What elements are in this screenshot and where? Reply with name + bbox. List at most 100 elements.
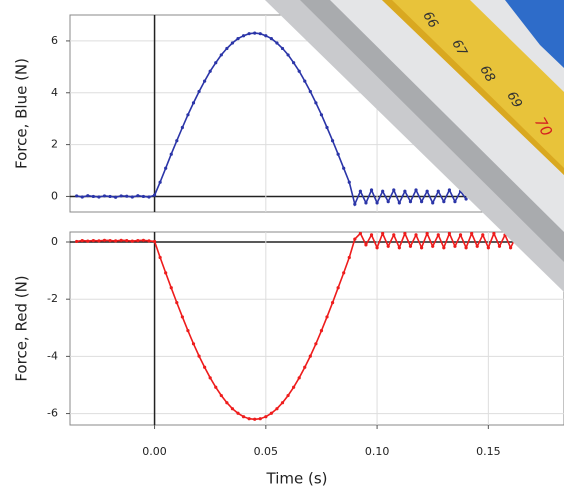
data-point — [464, 246, 468, 250]
data-point — [292, 61, 296, 65]
data-point — [169, 152, 173, 156]
plot-area — [69, 231, 564, 426]
y-tick-label: 0 — [51, 235, 58, 248]
data-point — [308, 354, 312, 358]
data-point — [175, 139, 179, 143]
data-point — [319, 329, 324, 333]
data-point — [353, 202, 357, 206]
data-point — [91, 238, 95, 243]
data-point — [275, 41, 279, 45]
y-tick-label: -6 — [47, 407, 58, 420]
data-point — [375, 246, 379, 250]
data-point — [141, 238, 146, 242]
data-point — [102, 194, 107, 198]
data-point — [425, 232, 429, 236]
data-point — [442, 246, 446, 250]
data-point — [330, 139, 335, 143]
y-tick-label: 4 — [51, 86, 58, 99]
data-point — [303, 365, 307, 369]
data-point — [325, 315, 329, 319]
data-point — [164, 166, 168, 170]
x-tick-label: 0.10 — [365, 445, 390, 458]
data-point — [186, 113, 190, 117]
y-axis-label: Force, Red (N) — [13, 275, 31, 381]
data-point — [203, 79, 207, 83]
data-point — [453, 244, 457, 248]
data-point — [136, 194, 140, 198]
data-point — [297, 376, 301, 380]
ruler-edge — [382, 0, 564, 175]
data-point — [342, 166, 346, 170]
data-point — [386, 200, 390, 204]
data-point — [269, 411, 273, 415]
data-point — [386, 244, 390, 248]
data-point — [264, 34, 268, 38]
data-point — [336, 152, 340, 156]
data-point — [497, 244, 502, 248]
data-point — [141, 194, 146, 199]
data-point — [314, 101, 318, 105]
data-point — [303, 79, 307, 83]
data-point — [353, 237, 357, 241]
ruler-number: 69 — [503, 89, 524, 111]
data-point — [392, 233, 396, 237]
data-point — [86, 194, 90, 198]
ruler-number: 68 — [476, 63, 497, 85]
data-point — [241, 415, 246, 419]
data-point — [97, 195, 101, 199]
data-point — [208, 376, 212, 380]
data-point — [408, 244, 413, 248]
data-point — [219, 53, 223, 57]
data-point — [197, 354, 201, 358]
data-point — [125, 194, 129, 198]
data-point — [225, 401, 229, 405]
data-point — [381, 189, 385, 193]
data-point — [414, 233, 418, 237]
data-point — [314, 342, 318, 346]
data-point — [403, 232, 407, 236]
data-point — [436, 189, 440, 193]
data-point — [130, 195, 134, 199]
data-point — [258, 32, 262, 36]
data-point — [397, 246, 401, 250]
data-point — [464, 197, 468, 201]
data-point — [369, 188, 374, 192]
data-point — [169, 286, 173, 290]
data-point — [358, 232, 362, 236]
data-point — [80, 238, 84, 243]
data-point — [91, 194, 95, 199]
data-point — [419, 246, 424, 250]
data-point — [481, 233, 485, 237]
data-point — [214, 61, 218, 65]
data-point — [208, 69, 212, 73]
data-point — [158, 255, 162, 260]
data-point — [447, 232, 452, 236]
data-point — [230, 407, 235, 411]
data-point — [86, 239, 90, 243]
x-tick-label: 0.15 — [476, 445, 501, 458]
data-point — [97, 239, 101, 243]
data-point — [119, 194, 123, 198]
y-tick-label: -4 — [47, 349, 58, 362]
data-point — [286, 393, 290, 398]
data-point — [453, 200, 457, 204]
y-tick-label: -2 — [47, 292, 58, 305]
data-point — [369, 233, 374, 237]
x-tick-label: 0.05 — [254, 445, 279, 458]
data-point — [152, 239, 157, 244]
y-tick-label: 6 — [51, 34, 58, 47]
data-point — [275, 407, 279, 411]
data-point — [191, 101, 196, 105]
data-point — [253, 31, 257, 35]
data-point — [375, 201, 379, 205]
data-point — [108, 194, 112, 199]
y-axis-label: Force, Blue (N) — [13, 58, 31, 169]
data-point — [269, 36, 273, 41]
data-point — [397, 201, 401, 205]
data-point — [164, 271, 168, 275]
data-point — [236, 411, 240, 415]
data-point — [247, 32, 251, 36]
data-point — [258, 417, 262, 421]
data-point — [436, 233, 440, 237]
